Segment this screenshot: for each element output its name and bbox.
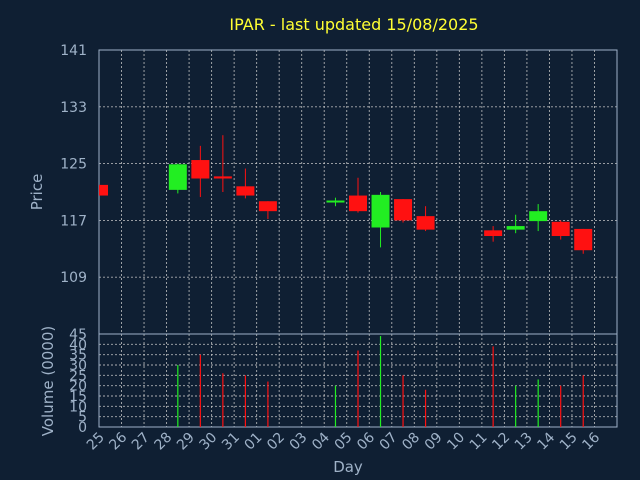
volume-tick-label: 40 xyxy=(69,337,87,353)
x-tick-label: 08 xyxy=(399,430,423,454)
candle-body xyxy=(236,186,255,196)
volume-tick-label: 35 xyxy=(69,348,87,364)
x-tick-label: 01 xyxy=(242,430,266,454)
candle-body xyxy=(394,199,413,221)
volume-tick-label: 20 xyxy=(69,379,87,395)
price-tick-label: 133 xyxy=(60,100,87,116)
candle-series xyxy=(99,135,593,254)
volume-tick-label: 30 xyxy=(69,358,87,374)
price-tick-label: 141 xyxy=(60,43,87,59)
x-tick-label: 12 xyxy=(489,430,513,454)
x-tick-label: 06 xyxy=(354,429,378,453)
volume-tick-label: 45 xyxy=(69,327,87,343)
x-tick-label: 09 xyxy=(422,430,446,454)
candle-body xyxy=(326,200,345,203)
x-tick-label: 16 xyxy=(579,429,603,453)
candle-body xyxy=(99,184,108,196)
x-tick-label: 05 xyxy=(332,430,356,454)
price-axis-label: Price xyxy=(28,174,46,211)
candle-body xyxy=(416,216,435,230)
x-tick-label: 11 xyxy=(467,430,491,454)
x-tick-label: 27 xyxy=(129,430,153,454)
candle-body xyxy=(574,228,593,251)
volume-tick-label: 5 xyxy=(78,410,87,426)
x-tick-label: 30 xyxy=(197,430,221,454)
x-tick-label: 25 xyxy=(84,430,108,454)
x-tick-label: 26 xyxy=(106,429,130,453)
volume-tick-label: 0 xyxy=(78,420,87,436)
candle-body xyxy=(168,164,187,190)
x-tick-label: 13 xyxy=(512,430,536,454)
x-axis-label: Day xyxy=(333,458,363,476)
candle-body xyxy=(529,211,548,222)
chart-title: IPAR - last updated 15/08/2025 xyxy=(229,15,478,34)
volume-tick-label: 25 xyxy=(69,368,87,384)
volume-tick-label: 15 xyxy=(69,389,87,405)
volume-tick-label: 10 xyxy=(69,399,87,415)
x-tick-label: 15 xyxy=(557,430,581,454)
candle-body xyxy=(213,176,232,179)
candle-body xyxy=(506,226,525,230)
x-tick-label: 04 xyxy=(309,429,333,453)
x-tick-label: 28 xyxy=(151,430,175,454)
x-tick-label: 03 xyxy=(287,430,311,454)
candle-body xyxy=(551,221,570,237)
candle-body xyxy=(349,195,367,212)
x-tick-label: 29 xyxy=(174,430,198,454)
candle-body xyxy=(484,230,503,237)
x-tick-label: 07 xyxy=(377,430,401,454)
price-tick-label: 125 xyxy=(60,157,87,173)
x-tick-label: 31 xyxy=(219,430,243,454)
price-tick-label: 109 xyxy=(60,270,87,286)
x-tick-label: 02 xyxy=(264,430,288,454)
price-tick-label: 117 xyxy=(60,213,87,229)
x-tick-label: 14 xyxy=(534,429,558,453)
candle-body xyxy=(371,194,390,228)
candle-body xyxy=(258,201,277,212)
volume-axis-label: Volume (0000) xyxy=(39,326,57,436)
x-tick-label: 10 xyxy=(444,430,468,454)
candle-body xyxy=(191,160,210,179)
